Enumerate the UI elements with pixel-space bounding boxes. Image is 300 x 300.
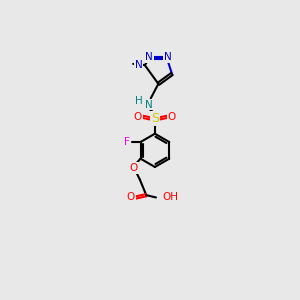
Text: N: N bbox=[135, 60, 142, 70]
Text: OH: OH bbox=[162, 193, 178, 202]
Text: N: N bbox=[145, 52, 153, 62]
Text: O: O bbox=[134, 112, 142, 122]
Text: O: O bbox=[127, 193, 135, 202]
Text: H: H bbox=[135, 96, 143, 106]
Text: N: N bbox=[145, 100, 152, 110]
Text: O: O bbox=[129, 163, 138, 173]
Text: S: S bbox=[151, 112, 159, 125]
Text: O: O bbox=[168, 112, 176, 122]
Text: N: N bbox=[164, 52, 172, 62]
Text: F: F bbox=[124, 137, 130, 147]
